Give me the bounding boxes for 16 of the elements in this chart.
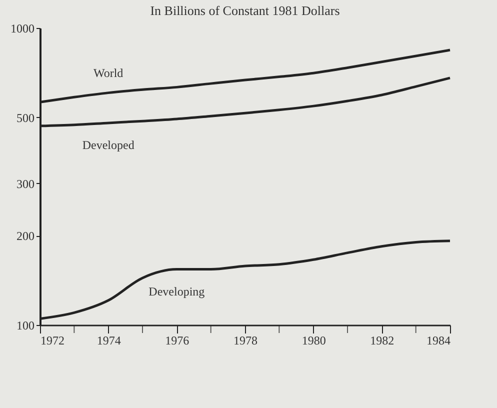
series-label: Developed xyxy=(82,138,134,152)
y-tick-label: 100 xyxy=(16,318,34,332)
series-label: Developing xyxy=(148,284,205,298)
y-tick-label: 300 xyxy=(16,176,34,191)
y-tick-label: 500 xyxy=(16,110,34,125)
x-tick-label: 1972 xyxy=(40,334,64,348)
x-tick-label: 1974 xyxy=(96,334,121,348)
x-tick-label: 1978 xyxy=(234,334,258,348)
y-tick-label: 200 xyxy=(16,229,34,244)
x-tick-label: 1980 xyxy=(302,334,326,348)
y-tick-label: 1000 xyxy=(10,22,34,36)
x-tick-label: 1976 xyxy=(165,334,190,348)
x-tick-label: 1982 xyxy=(370,334,394,348)
x-tick-label: 1984 xyxy=(426,334,450,348)
series-label: World xyxy=(93,66,124,80)
chart-title: In Billions of Constant 1981 Dollars xyxy=(150,3,340,18)
